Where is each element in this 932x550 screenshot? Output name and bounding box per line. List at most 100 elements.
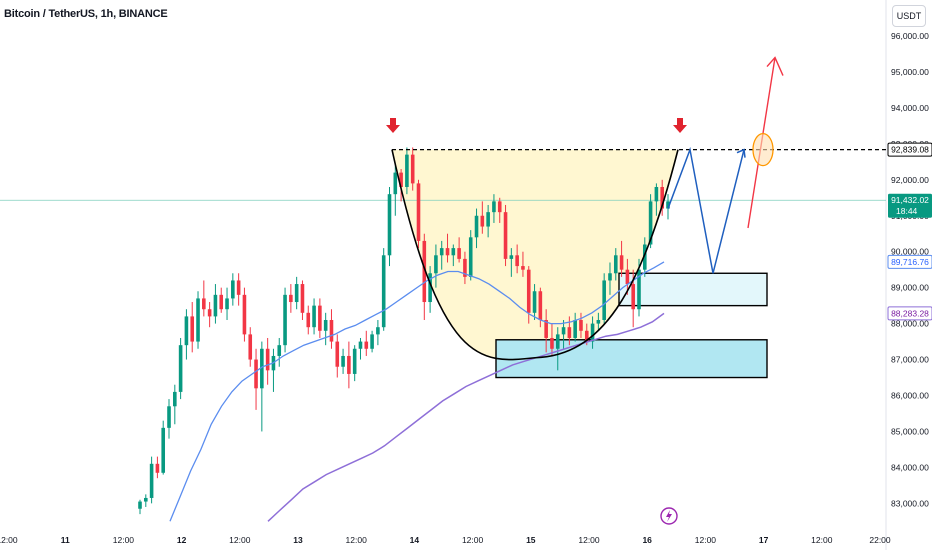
candle-body xyxy=(190,316,195,342)
time-axis[interactable]: 12:00 11 12:00 12 12:00 13 12:00 14 12:00 15 12:00… xyxy=(0,535,891,545)
candle-body xyxy=(590,323,595,342)
price-axis[interactable]: 83,000.00 84,000.00 85,000.00 86,000.00 87,0… xyxy=(891,31,929,508)
candles xyxy=(138,147,670,515)
candle-body xyxy=(318,305,322,331)
candle-body xyxy=(178,345,183,392)
price-tick-label: 87,000.00 xyxy=(891,355,929,365)
candle-body xyxy=(387,194,392,256)
candle-body xyxy=(509,255,514,259)
candle-body xyxy=(213,294,218,317)
candle-body xyxy=(573,320,577,338)
price-tick-label: 96,000.00 xyxy=(891,31,929,41)
demand-zones[interactable] xyxy=(495,272,768,379)
candle-body xyxy=(410,154,415,184)
price-tick-label: 94,000.00 xyxy=(891,103,929,113)
candle-body xyxy=(526,269,531,313)
candle-body xyxy=(521,266,525,270)
candle-body xyxy=(538,291,543,321)
price-tag-box xyxy=(888,193,932,218)
candle-body xyxy=(596,320,601,324)
price-tag-label: 92,839.08 xyxy=(891,145,929,155)
candle-body xyxy=(294,284,299,303)
candle-body xyxy=(451,248,456,256)
candle-body xyxy=(144,497,148,502)
candle-body xyxy=(428,273,432,303)
candle-body xyxy=(584,330,589,342)
candle-body xyxy=(254,359,258,389)
cup-fill xyxy=(392,149,678,360)
candle-body xyxy=(341,355,345,367)
price-tag-countdown: 18:44 xyxy=(896,206,918,216)
candle-body xyxy=(619,255,624,270)
candle-body xyxy=(376,327,380,335)
candle-body xyxy=(492,201,496,213)
projection-path xyxy=(667,146,745,274)
candle-body xyxy=(555,334,560,349)
candle-body xyxy=(625,269,630,285)
candle-body xyxy=(289,294,293,303)
candle-body xyxy=(550,337,554,349)
price-tag-label: 91,432.02 xyxy=(891,195,929,205)
lightning-icon[interactable] xyxy=(660,507,678,525)
time-tick-label: 22:00 xyxy=(869,535,891,545)
ma-slow-line xyxy=(267,312,665,522)
time-tick-label: 12:00 xyxy=(811,535,833,545)
candle-body xyxy=(323,320,328,331)
candle-body xyxy=(370,334,374,349)
candle-body xyxy=(405,154,409,187)
candle-body xyxy=(666,201,670,209)
candle-body xyxy=(236,280,241,295)
time-tick-label: 12:00 xyxy=(113,535,135,545)
cup-curve xyxy=(391,149,679,361)
candle-body xyxy=(184,316,189,346)
candle-body xyxy=(138,501,142,509)
candle-body xyxy=(173,391,177,407)
candle-body xyxy=(561,327,566,335)
candle-body xyxy=(312,305,316,328)
candle-body xyxy=(480,215,485,227)
candle-body xyxy=(515,255,519,267)
candle-body xyxy=(364,341,369,349)
candle-body xyxy=(329,320,334,342)
drawings[interactable] xyxy=(386,56,886,361)
price-tick-label: 86,000.00 xyxy=(891,391,929,401)
down-arrow-icon xyxy=(673,118,687,133)
time-tick-label: 17 xyxy=(759,535,769,545)
candle-body xyxy=(352,348,357,374)
price-tick-label: 83,000.00 xyxy=(891,498,929,508)
candle-body xyxy=(300,284,305,313)
price-tag-box xyxy=(887,306,932,321)
candle-body xyxy=(225,298,229,310)
candle-body xyxy=(202,298,206,310)
candle-body xyxy=(613,255,618,274)
candle-body xyxy=(608,273,612,281)
candle-body xyxy=(358,341,363,349)
projection-arrowhead xyxy=(736,148,746,158)
down-arrow-icon xyxy=(386,118,400,133)
time-tick-label: 12 xyxy=(177,535,187,545)
time-tick-label: 15 xyxy=(526,535,536,545)
candle-body xyxy=(544,320,548,338)
time-tick-label: 12:00 xyxy=(578,535,600,545)
candle-body xyxy=(242,294,247,335)
candle-body xyxy=(532,291,537,313)
price-tick-label: 95,000.00 xyxy=(891,67,929,77)
time-tick-label: 16 xyxy=(642,535,652,545)
demand-zone-upper xyxy=(618,272,768,307)
candle-body xyxy=(207,309,212,317)
candle-body xyxy=(637,269,641,310)
time-tick-label: 12:00 xyxy=(0,535,18,545)
time-tick-label: 11 xyxy=(61,535,70,545)
candle-body xyxy=(579,320,583,331)
candle-body xyxy=(439,248,444,256)
price-tick-label: 84,000.00 xyxy=(891,462,929,472)
price-tick-label: 92,000.00 xyxy=(891,175,929,185)
candle-body xyxy=(474,215,479,238)
candle-body xyxy=(196,298,200,342)
candle-body xyxy=(463,258,467,277)
currency-selector[interactable]: USDT xyxy=(892,5,926,27)
candle-body xyxy=(648,201,653,245)
price-tick-label: 90,000.00 xyxy=(891,247,929,257)
candle-body xyxy=(161,427,166,473)
